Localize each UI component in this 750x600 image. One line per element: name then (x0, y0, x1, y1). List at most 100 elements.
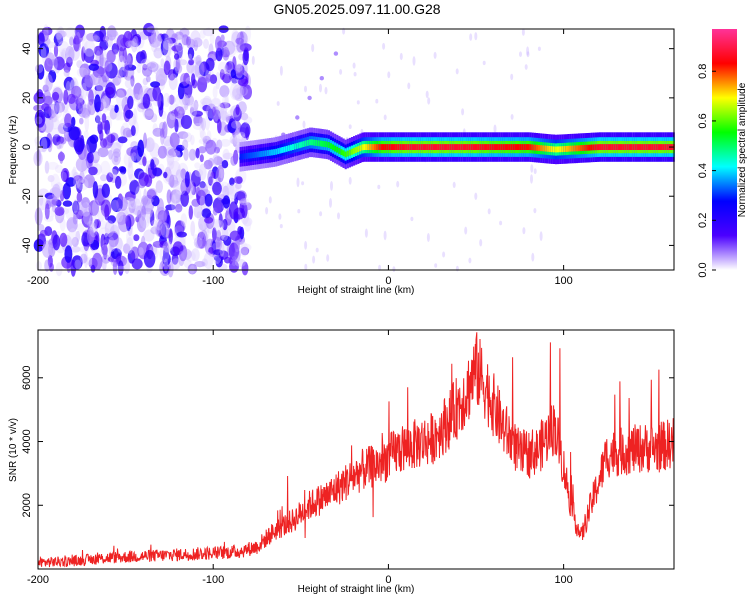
colorbar: 0.0 0.2 0.4 0.6 0.8 Normalized spectral ampl… (697, 29, 748, 278)
signal-cell (456, 144, 459, 150)
noise-cell (50, 113, 59, 123)
noise-cell (201, 258, 208, 267)
signal-cell (498, 144, 501, 150)
noise-cell (187, 53, 192, 61)
noise-cell (41, 243, 53, 250)
noise-cell (73, 175, 83, 182)
noise-cell (149, 209, 155, 226)
noise-cell (352, 62, 356, 69)
noise-cell (442, 251, 446, 258)
noise-cell (222, 195, 231, 209)
noise-cell (153, 34, 163, 52)
signal-cell (325, 141, 328, 148)
noise-cell (74, 259, 82, 270)
noise-cell (192, 234, 199, 241)
noise-cell (54, 164, 64, 174)
noise-cell (524, 64, 528, 70)
noise-cell (163, 171, 168, 179)
noise-cell (126, 69, 135, 77)
noise-cell (410, 216, 414, 222)
signal-cell (317, 140, 320, 147)
signal-cell (563, 146, 566, 152)
noise-cell (175, 203, 183, 213)
noise-cell (100, 121, 108, 130)
noise-cell (364, 228, 368, 238)
noise-cell (237, 131, 246, 139)
signal-cell (289, 144, 293, 151)
noise-cell (180, 213, 187, 227)
signal-cell (453, 144, 457, 150)
noise-cell (105, 86, 115, 95)
noise-cell (108, 230, 119, 248)
noise-cell (375, 98, 379, 104)
signal-cell (353, 147, 356, 154)
noise-cell (407, 82, 411, 90)
noise-cell (159, 246, 170, 263)
signal-cell (561, 146, 564, 153)
noise-cell (143, 22, 155, 37)
signal-cell (350, 148, 354, 155)
noise-cell (144, 174, 153, 187)
noise-cell (219, 69, 225, 80)
noise-cell (191, 170, 201, 187)
noise-cell (45, 41, 57, 48)
noise-cell (146, 75, 151, 83)
signal-cell (424, 144, 427, 150)
noise-cell (155, 180, 163, 194)
signal-cell (533, 144, 536, 151)
noise-cell (100, 67, 110, 83)
noise-cell (71, 236, 79, 247)
noise-cell (193, 56, 202, 65)
noise-cell (52, 91, 60, 101)
noise-cell (60, 47, 72, 56)
signal-cell (477, 144, 480, 150)
signal-cell (475, 144, 478, 150)
noise-cell (209, 74, 218, 84)
noise-cell (66, 217, 78, 233)
noise-cell (55, 262, 63, 277)
noise-cell (153, 63, 161, 75)
noise-cell (229, 82, 240, 101)
noise-cell (143, 132, 147, 149)
noise-cell (53, 32, 64, 47)
noise-cell (133, 82, 143, 100)
noise-cell (76, 177, 89, 191)
noise-cell (179, 59, 188, 66)
signal-cell (496, 144, 499, 150)
signal-cell (344, 151, 347, 158)
noise-cell (40, 46, 47, 60)
noise-cell (126, 146, 138, 157)
signal-cell (321, 140, 324, 147)
noise-cell (211, 97, 221, 105)
spectrogram-y-axis-label: Frequency (Hz) (8, 116, 19, 185)
spectrogram-frame (37, 28, 675, 271)
signal-cell (519, 144, 522, 150)
noise-cell (171, 194, 177, 213)
noise-cell (218, 213, 223, 228)
y-tick-label: 20 (21, 92, 33, 104)
signal-cell (538, 145, 541, 151)
noise-cell (223, 235, 232, 246)
snr-panel: -200 -100 0 100 2000 4000 6000 Height of stra… (8, 329, 675, 595)
noise-cell (211, 219, 221, 228)
noise-cell (191, 110, 203, 117)
noise-cell (195, 54, 202, 66)
noise-cell (59, 190, 65, 202)
noise-cell (59, 218, 66, 232)
noise-cell (193, 114, 203, 127)
signal-cell (506, 144, 509, 150)
signal-cell (653, 144, 656, 150)
signal-cell (611, 144, 614, 150)
noise-cell (190, 102, 198, 119)
noise-cell (200, 97, 212, 106)
noise-cell (117, 136, 128, 144)
signal-cell (594, 144, 597, 151)
signal-cell (428, 144, 431, 150)
noise-cell (198, 223, 204, 240)
noise-cell (64, 113, 73, 128)
noise-cell (296, 177, 300, 188)
noise-cell (50, 128, 60, 137)
signal-cell (340, 149, 343, 155)
noise-cell (125, 40, 136, 48)
